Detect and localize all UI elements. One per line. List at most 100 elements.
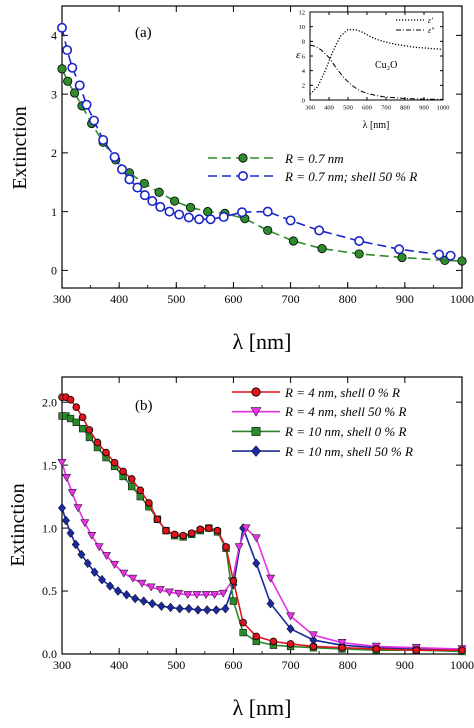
data-point [162,526,170,535]
data-point [354,236,365,247]
data-point [169,196,180,206]
panel-b-legend-symbols [232,387,280,457]
data-point [69,88,80,98]
data-point [210,591,220,600]
data-point [117,164,128,175]
data-point [397,252,407,263]
inset-legend-eps1: ε′ [428,16,433,25]
data-point [354,249,364,259]
data-point [94,543,104,552]
series-line-1 [61,27,451,257]
legend-marker [251,445,261,457]
data-point [241,524,251,533]
x-tick-label: 800 [339,292,357,306]
panel-a-series [56,22,467,266]
data-point [119,467,127,476]
data-point [73,504,83,513]
data-point [87,531,97,540]
data-point [110,458,119,467]
x-tick-label: 700 [381,105,391,112]
data-point [102,448,110,457]
inset-legend [396,19,424,31]
y-tick-label: 1.0 [42,521,57,535]
data-point [175,603,184,614]
data-point [187,529,196,537]
data-point [146,583,156,592]
data-point [205,214,216,225]
data-point [239,618,247,627]
x-tick-label: 700 [282,658,300,672]
data-point [218,589,228,598]
data-point [124,174,135,185]
data-point [394,244,405,255]
x-tick-label: 500 [167,292,185,306]
data-point [119,569,129,578]
panel-b-legend: R = 4 nm, shell 0 % R R = 4 nm, shell 50… [232,385,413,459]
x-tick-label: 300 [53,658,71,672]
x-tick-label: 300 [53,292,71,306]
data-point [145,499,153,507]
data-point [183,591,193,600]
data-point [148,598,157,609]
y-tick-label: 2 [302,83,305,90]
data-point [170,530,179,539]
series-line-3 [61,507,463,651]
data-point [62,45,73,56]
data-point [66,414,75,423]
data-point [127,475,136,483]
y-tick-label: 3 [51,87,57,101]
data-point [203,605,212,615]
y-tick-label: 12 [299,9,306,16]
inset-material-label: Cu₂O [375,60,397,71]
x-tick-label: 800 [339,658,357,672]
legend-marker [238,171,249,182]
data-point [78,424,87,433]
x-tick-label: 1000 [437,105,450,112]
data-point [174,589,184,598]
legend-label-a-green: R = 0.7 nm [284,151,344,166]
x-tick-label: 800 [400,105,410,112]
x-tick-label: 600 [224,292,242,306]
data-point [213,526,222,535]
x-tick-label: 600 [362,105,372,112]
data-point [239,628,247,637]
inset-ylabel: ε [296,49,301,61]
panel-b-series [57,393,467,656]
data-point [147,196,158,207]
data-point [90,567,99,577]
x-tick-label: 900 [396,658,414,672]
inset-legend-eps2: ε″ [428,26,435,35]
data-point [139,190,150,201]
data-point [81,99,92,110]
data-point [164,206,175,217]
data-point [80,519,90,528]
data-point [78,413,87,422]
data-point [251,534,261,543]
data-point [337,639,347,647]
data-point [63,76,73,86]
data-point [113,586,123,596]
y-tick-label: 1.5 [42,458,57,472]
data-point [192,591,202,600]
data-point [72,403,81,412]
data-point [66,528,75,538]
inset-series-line-1 [309,44,444,100]
data-point [66,395,75,404]
data-point [132,182,143,193]
data-point [93,438,102,447]
data-point [269,637,278,646]
data-point [137,579,147,588]
data-point [445,250,456,261]
panel-a-ylabel: Extinction [9,106,31,189]
data-point [56,22,67,33]
data-point [285,215,296,226]
series-line-0 [61,68,463,262]
data-point [71,539,80,550]
data-point [77,549,86,560]
data-point [67,489,77,498]
data-point [110,560,120,569]
data-point [309,642,318,651]
data-point [184,603,193,614]
data-point [128,482,136,491]
